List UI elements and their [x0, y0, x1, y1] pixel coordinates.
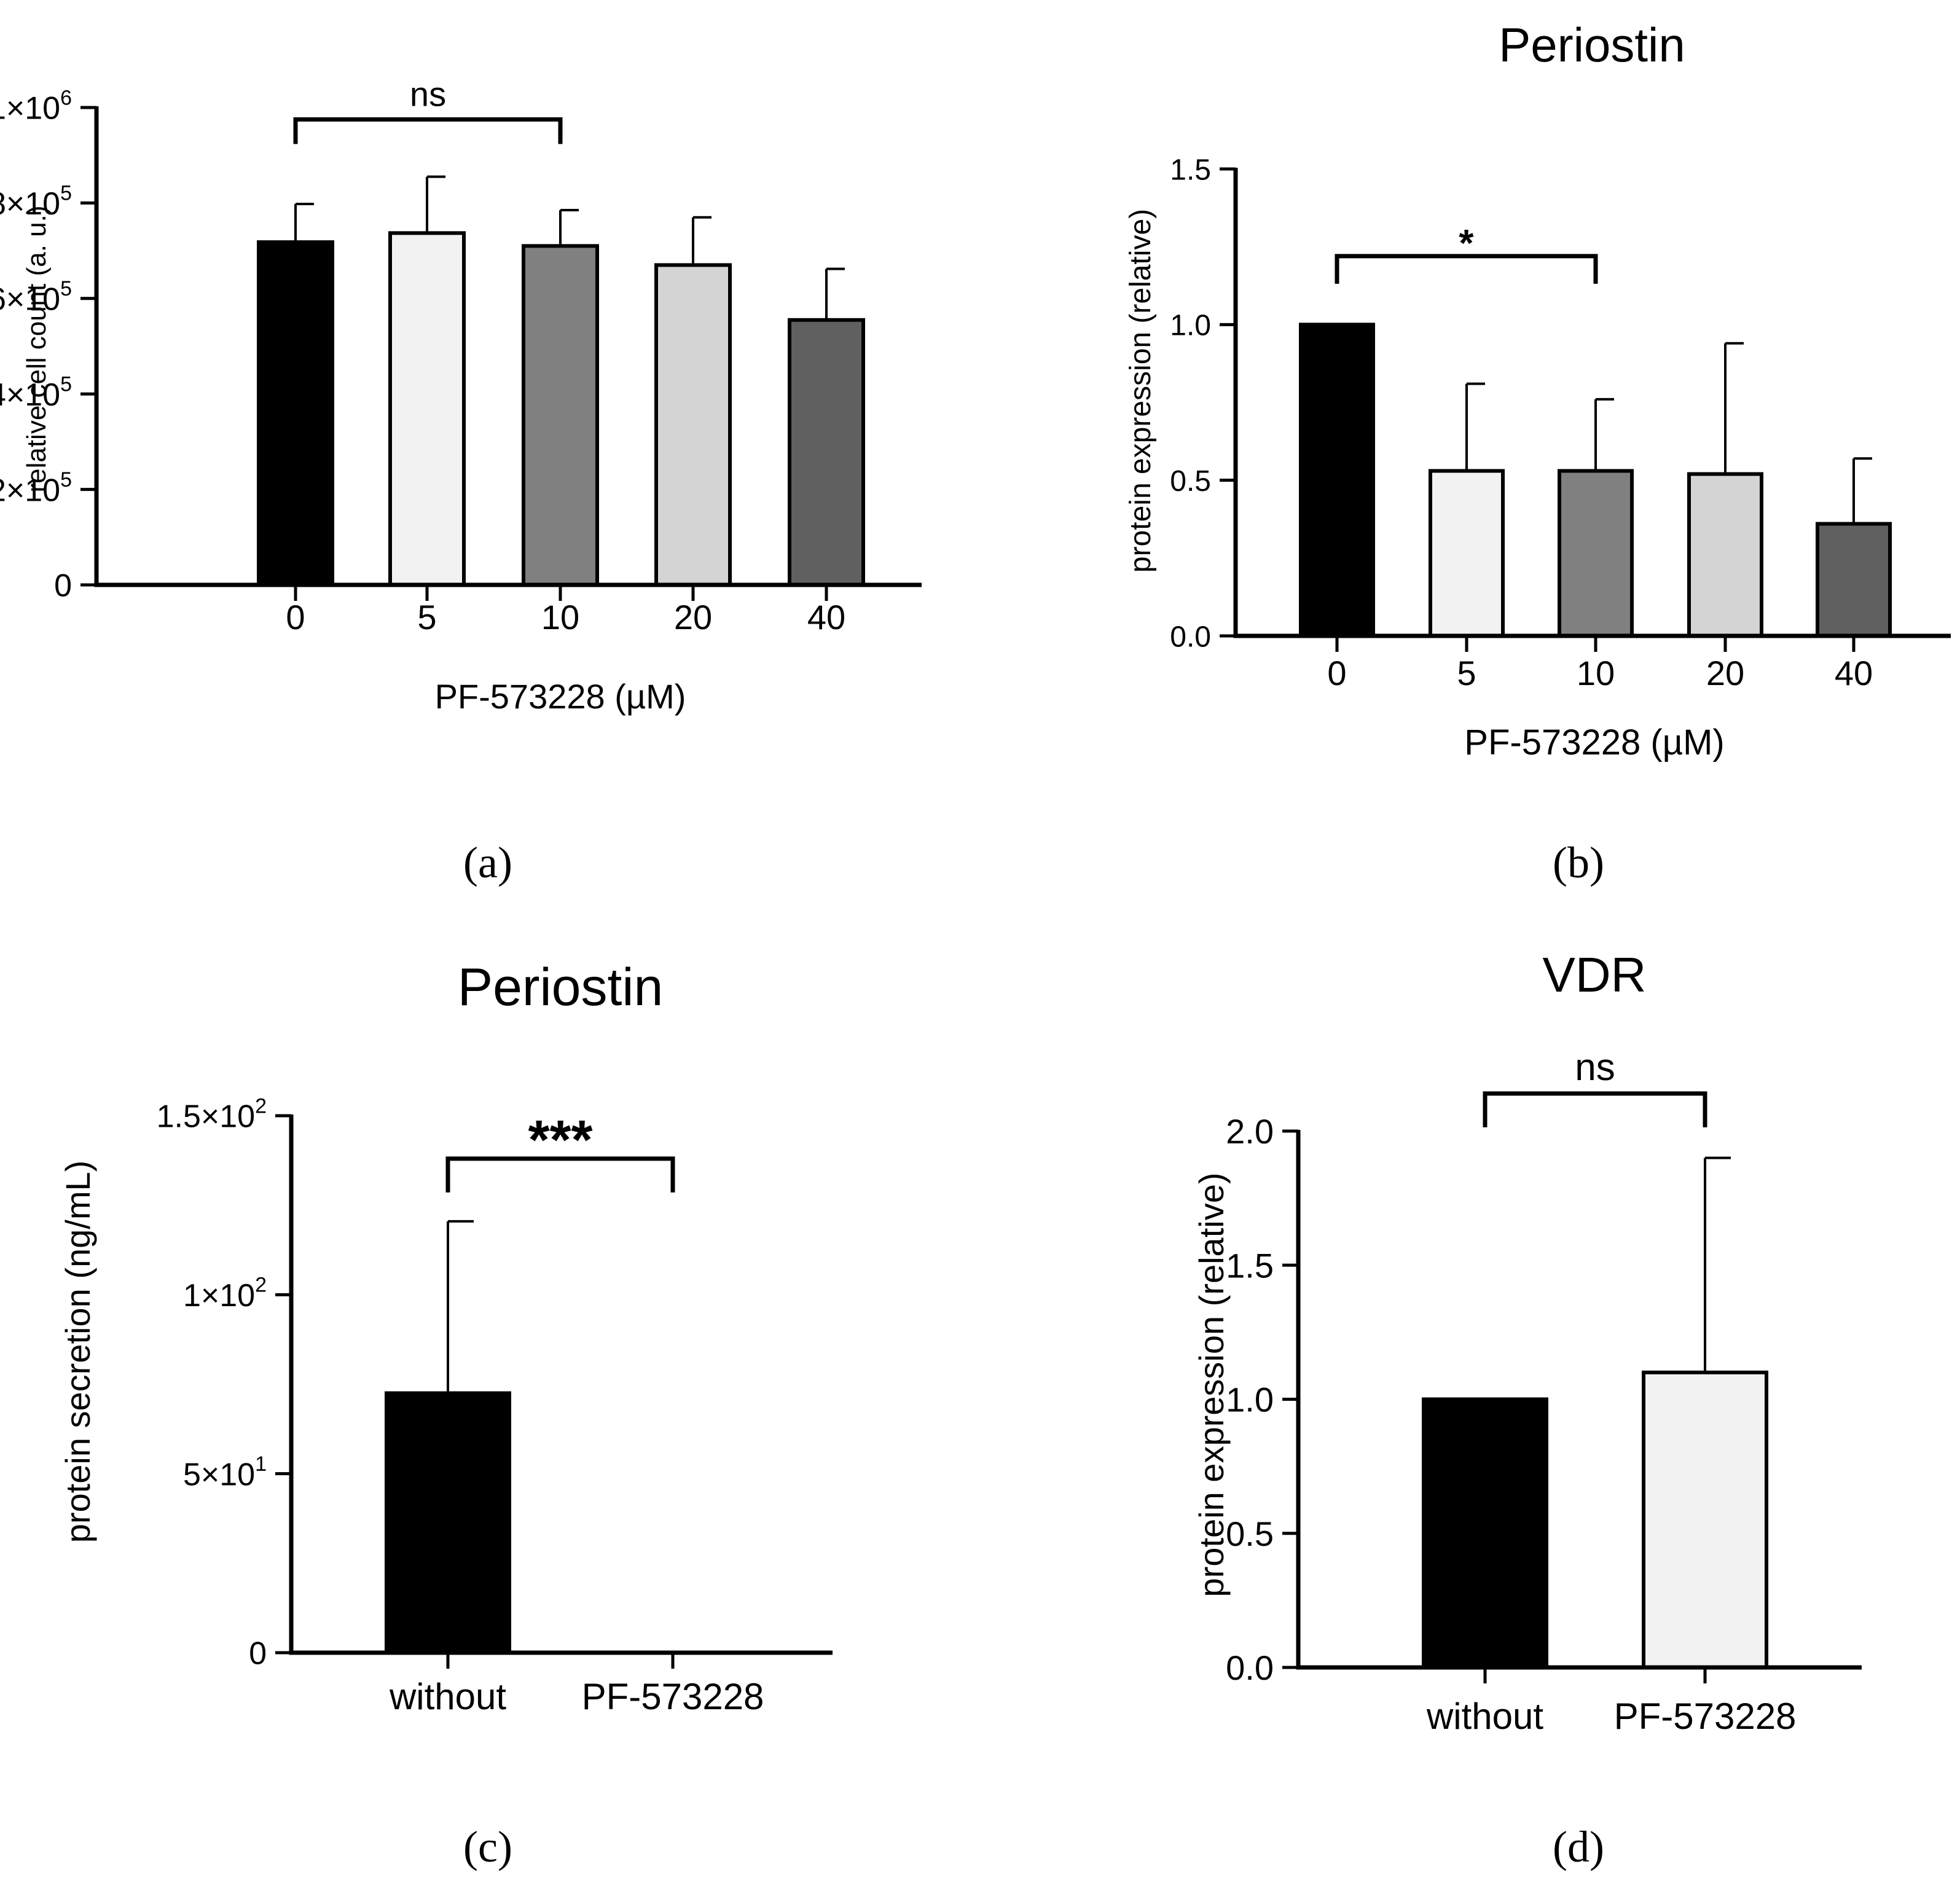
- panel-label: (d): [1553, 1822, 1604, 1871]
- significance-bracket: [293, 117, 563, 144]
- y-tick-label: 0: [249, 1636, 267, 1672]
- chart-title: Periostin: [458, 958, 664, 1017]
- y-tick-label: 8×105: [0, 182, 72, 222]
- panel-a: 0 2×105 4×105 6×105 8×105 1×106 0 5 10 20 40 ns r…: [0, 0, 980, 942]
- y-tick-label: 1.5: [1170, 154, 1211, 186]
- y-tick-label: 1.5: [1226, 1246, 1274, 1285]
- y-tick-label: 0: [54, 568, 72, 604]
- bar: [788, 318, 865, 587]
- x-tick-label: 0: [1327, 654, 1346, 692]
- chart-a: 0 2×105 4×105 6×105 8×105 1×106 0 5 10 20 40 ns r…: [0, 74, 922, 887]
- bar: [388, 231, 466, 587]
- chart-title: VDR: [1543, 947, 1647, 1002]
- bar: [1429, 469, 1505, 638]
- x-tick-label: 5: [417, 598, 436, 637]
- panel-label: (a): [463, 838, 512, 887]
- significance-label: ns: [410, 74, 446, 113]
- chart-title: Periostin: [1499, 18, 1685, 72]
- x-tick-label: 10: [541, 598, 579, 637]
- y-tick-label: 0.0: [1170, 621, 1211, 653]
- y-tick-label: 2×105: [0, 468, 72, 508]
- bar: [522, 244, 599, 587]
- significance-bracket: [1483, 1091, 1707, 1127]
- y-tick-label: 1.5×102: [157, 1094, 267, 1134]
- y-axis-label: relative cell count (a. u.): [22, 205, 52, 492]
- x-tick-label: 40: [807, 598, 845, 637]
- x-tick-label: without: [1426, 1696, 1543, 1737]
- bar: [1299, 323, 1375, 638]
- x-tick-label: 5: [1457, 654, 1476, 692]
- chart-b: Periostin 0.0 0.5 1.0 1.5 0 5 10 20 40 * protei…: [1124, 18, 1951, 887]
- x-tick-label: PF-573228: [582, 1676, 764, 1717]
- bar: [1422, 1397, 1548, 1669]
- significance-label: *: [1459, 222, 1474, 265]
- panel-label: (c): [463, 1822, 512, 1871]
- y-tick-label: 1×102: [183, 1274, 267, 1314]
- y-tick-label: 4×105: [0, 373, 72, 413]
- significance-bracket: [1335, 254, 1598, 284]
- bar: [654, 263, 732, 587]
- panel-b: Periostin 0.0 0.5 1.0 1.5 0 5 10 20 40 * protei…: [980, 0, 1960, 942]
- x-tick-label: 0: [286, 598, 305, 637]
- x-tick-label: 40: [1835, 654, 1873, 692]
- bar: [1558, 469, 1634, 638]
- significance-bracket: [445, 1156, 675, 1193]
- bar: [257, 240, 334, 587]
- significance-label: ns: [1575, 1046, 1615, 1089]
- panel-c: Periostin 0 5×101 1×102 1.5×102 without PF-5…: [0, 942, 980, 1885]
- y-tick-label: 0.5: [1170, 465, 1211, 498]
- y-tick-label: 1.0: [1226, 1381, 1274, 1419]
- significance-label: ***: [528, 1110, 592, 1171]
- y-tick-label: 0.5: [1226, 1514, 1274, 1553]
- bar: [385, 1391, 511, 1655]
- y-axis-label: protein secretion (ng/mL): [58, 1161, 97, 1543]
- x-tick-label: 10: [1577, 654, 1615, 692]
- chart-d: VDR 0.00.51.01.52.0 without PF-573228 ns …: [1192, 947, 1862, 1871]
- panel-label: (b): [1553, 838, 1604, 887]
- y-tick-label: 2.0: [1226, 1112, 1274, 1151]
- y-tick-label: 6×105: [0, 277, 72, 317]
- x-tick-label: without: [389, 1676, 506, 1717]
- y-tick-label: 5×101: [183, 1452, 267, 1492]
- x-axis-label: PF-573228 (µM): [1464, 723, 1724, 762]
- bar: [1642, 1370, 1768, 1669]
- chart-c: Periostin 0 5×101 1×102 1.5×102 without PF-5…: [58, 958, 833, 1871]
- x-tick-label: 20: [674, 598, 712, 637]
- y-tick-label: 1.0: [1170, 310, 1211, 342]
- panel-d: VDR 0.0 0.5 1.0 1.5 2.0 without PF-573228 ns …: [980, 942, 1960, 1885]
- y-axis-label: protein expression (relative): [1124, 209, 1157, 573]
- x-tick-label: 20: [1706, 654, 1744, 692]
- y-tick-label: 1×106: [0, 86, 72, 126]
- bar: [1687, 472, 1763, 638]
- bar: [1816, 522, 1892, 638]
- y-tick-label: 0.0: [1226, 1648, 1274, 1687]
- x-axis-label: PF-573228 (µM): [435, 677, 686, 716]
- y-axis-label: protein expression (relative): [1192, 1173, 1231, 1597]
- x-tick-label: PF-573228: [1614, 1696, 1797, 1737]
